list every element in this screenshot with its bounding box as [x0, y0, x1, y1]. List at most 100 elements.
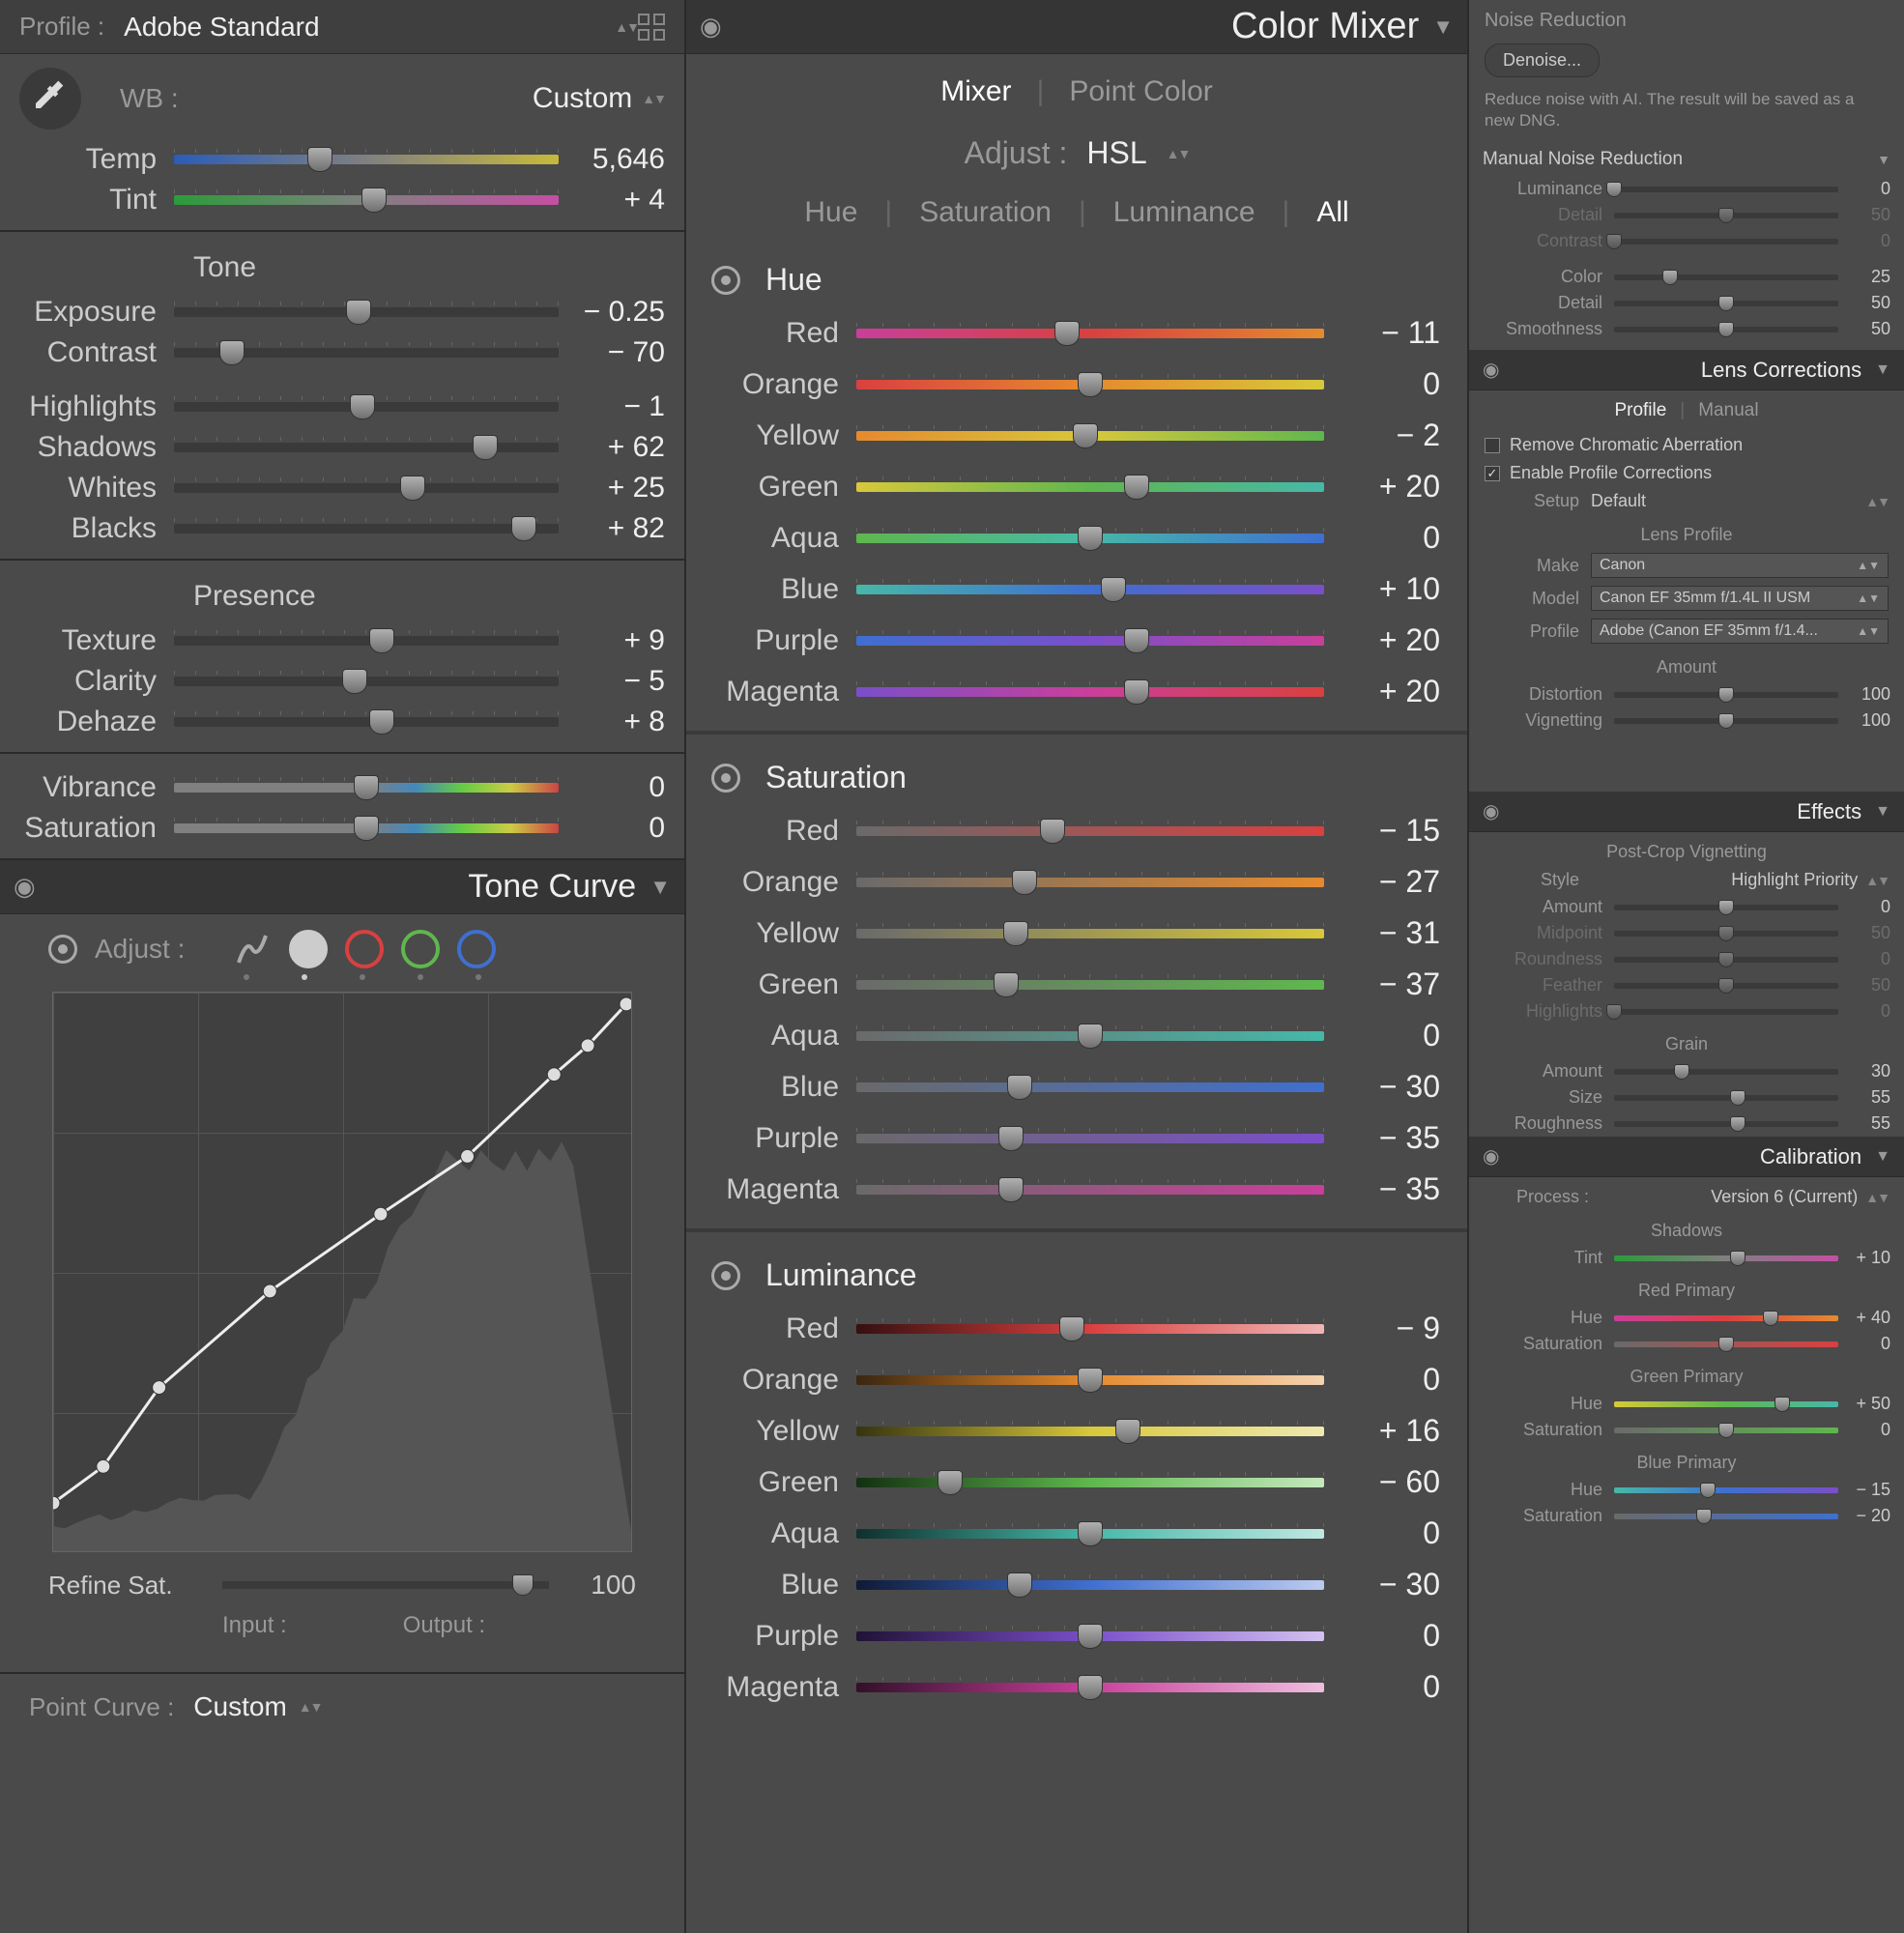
pointcurve-value[interactable]: Custom	[193, 1691, 286, 1722]
whites-slider[interactable]	[174, 483, 559, 493]
curve-green-icon[interactable]	[401, 930, 440, 968]
chevron-down-icon[interactable]: ▼	[1432, 14, 1454, 40]
temp-slider[interactable]	[174, 155, 559, 164]
blacks-slider[interactable]	[174, 524, 559, 534]
saturation-yellow-slider[interactable]	[856, 929, 1324, 938]
chevron-down-icon[interactable]: ▼	[1877, 152, 1890, 167]
checkbox-icon[interactable]	[1485, 438, 1500, 453]
blue-sat-slider[interactable]	[1614, 1514, 1838, 1519]
arrows-icon[interactable]: ▲▼	[1865, 873, 1889, 888]
dehaze-slider[interactable]	[174, 717, 559, 727]
tonecurve-graph[interactable]	[52, 992, 632, 1552]
saturation-magenta-slider[interactable]	[856, 1185, 1324, 1195]
mnr-2-slider[interactable]	[1614, 239, 1838, 245]
mnr-0-slider[interactable]	[1614, 187, 1838, 192]
hue-aqua-slider[interactable]	[856, 534, 1324, 543]
blue-hue-slider[interactable]	[1614, 1487, 1838, 1493]
hue-yellow-slider[interactable]	[856, 431, 1324, 441]
saturation-green-slider[interactable]	[856, 980, 1324, 990]
green-sat-slider[interactable]	[1614, 1428, 1838, 1433]
tab-saturation[interactable]: Saturation	[896, 196, 1075, 229]
arrows-icon[interactable]: ▲▼	[1865, 494, 1889, 509]
refine-sat-slider[interactable]	[222, 1581, 549, 1589]
saturation-aqua-slider[interactable]	[856, 1031, 1324, 1041]
mnr-4-slider[interactable]	[1614, 301, 1838, 306]
mnr-1-slider[interactable]	[1614, 213, 1838, 218]
parametric-icon[interactable]	[233, 930, 272, 968]
checkbox-icon[interactable]: ✓	[1485, 466, 1500, 481]
mnr-5-slider[interactable]	[1614, 327, 1838, 332]
chevron-down-icon[interactable]: ▼	[649, 875, 671, 900]
check-profile[interactable]: ✓ Enable Profile Corrections	[1469, 459, 1904, 487]
green-hue-slider[interactable]	[1614, 1401, 1838, 1407]
shadows-slider[interactable]	[174, 443, 559, 452]
setup-value[interactable]: Default	[1591, 491, 1865, 511]
effects-header[interactable]: ◉ Effects ▼	[1469, 792, 1904, 832]
colormixer-header[interactable]: ◉ Color Mixer ▼	[686, 0, 1467, 54]
grain-0-slider[interactable]	[1614, 1069, 1838, 1075]
luminance-aqua-slider[interactable]	[856, 1529, 1324, 1539]
profile-value[interactable]: Adobe Standard	[124, 12, 615, 43]
hue-green-slider[interactable]	[856, 482, 1324, 492]
check-chroma[interactable]: Remove Chromatic Aberration	[1469, 431, 1904, 459]
tab-all[interactable]: All	[1293, 196, 1371, 229]
luminance-orange-slider[interactable]	[856, 1375, 1324, 1385]
tab-mixer[interactable]: Mixer	[915, 75, 1036, 108]
mnr-header[interactable]: Manual Noise Reduction ▼	[1469, 143, 1904, 176]
eye-icon[interactable]: ◉	[700, 12, 733, 42]
hue-blue-slider[interactable]	[856, 585, 1324, 594]
clarity-slider[interactable]	[174, 677, 559, 686]
highlights-slider[interactable]	[174, 402, 559, 412]
process-value[interactable]: Version 6 (Current)	[1601, 1187, 1865, 1207]
luminance-purple-slider[interactable]	[856, 1631, 1324, 1641]
target-icon[interactable]	[711, 266, 740, 295]
chevron-down-icon[interactable]: ▼	[1875, 803, 1890, 821]
saturation-orange-slider[interactable]	[856, 878, 1324, 887]
contrast-slider[interactable]	[174, 348, 559, 358]
luminance-magenta-slider[interactable]	[856, 1683, 1324, 1692]
curve-red-icon[interactable]	[345, 930, 384, 968]
lens-header[interactable]: ◉ Lens Corrections ▼	[1469, 350, 1904, 390]
grid-icon[interactable]	[638, 14, 665, 41]
eye-icon[interactable]: ◉	[14, 872, 46, 902]
tab-profile[interactable]: Profile	[1601, 400, 1680, 421]
hue-red-slider[interactable]	[856, 329, 1324, 338]
tint-slider[interactable]	[174, 195, 559, 205]
eyedropper-icon[interactable]	[19, 68, 81, 130]
pcv-1-slider[interactable]	[1614, 931, 1838, 937]
eye-icon[interactable]: ◉	[1483, 1144, 1508, 1168]
hue-magenta-slider[interactable]	[856, 687, 1324, 697]
red-sat-slider[interactable]	[1614, 1342, 1838, 1347]
wb-value[interactable]: Custom	[533, 82, 632, 115]
arrows-icon[interactable]: ▲▼	[1167, 146, 1190, 161]
grain-2-slider[interactable]	[1614, 1121, 1838, 1127]
pcv-style-value[interactable]: Highlight Priority	[1591, 870, 1865, 890]
eye-icon[interactable]: ◉	[1483, 799, 1508, 823]
pcv-2-slider[interactable]	[1614, 957, 1838, 963]
curve-rgb-icon[interactable]	[289, 930, 328, 968]
texture-slider[interactable]	[174, 636, 559, 646]
lprofile-select[interactable]: Adobe (Canon EF 35mm f/1.4...▲▼	[1591, 619, 1889, 644]
luminance-green-slider[interactable]	[856, 1478, 1324, 1487]
chevron-down-icon[interactable]: ▼	[1875, 361, 1890, 379]
tab-manual[interactable]: Manual	[1685, 400, 1772, 421]
calibration-header[interactable]: ◉ Calibration ▼	[1469, 1137, 1904, 1177]
distortion-slider[interactable]	[1614, 692, 1838, 698]
hue-orange-slider[interactable]	[856, 380, 1324, 389]
adjust-value[interactable]: HSL	[1086, 135, 1146, 171]
red-hue-slider[interactable]	[1614, 1315, 1838, 1321]
model-select[interactable]: Canon EF 35mm f/1.4L II USM▲▼	[1591, 586, 1889, 611]
saturation-red-slider[interactable]	[856, 826, 1324, 836]
mnr-3-slider[interactable]	[1614, 274, 1838, 280]
arrows-icon[interactable]: ▲▼	[642, 91, 665, 106]
chevron-down-icon[interactable]: ▼	[1875, 1148, 1890, 1166]
target-icon[interactable]	[711, 764, 740, 793]
luminance-blue-slider[interactable]	[856, 1580, 1324, 1590]
pcv-0-slider[interactable]	[1614, 905, 1838, 910]
denoise-button[interactable]: Denoise...	[1485, 43, 1600, 77]
arrows-icon[interactable]: ▲▼	[615, 19, 638, 35]
grain-1-slider[interactable]	[1614, 1095, 1838, 1101]
arrows-icon[interactable]: ▲▼	[1865, 1190, 1889, 1205]
tab-hue[interactable]: Hue	[781, 196, 880, 229]
make-select[interactable]: Canon▲▼	[1591, 553, 1889, 578]
